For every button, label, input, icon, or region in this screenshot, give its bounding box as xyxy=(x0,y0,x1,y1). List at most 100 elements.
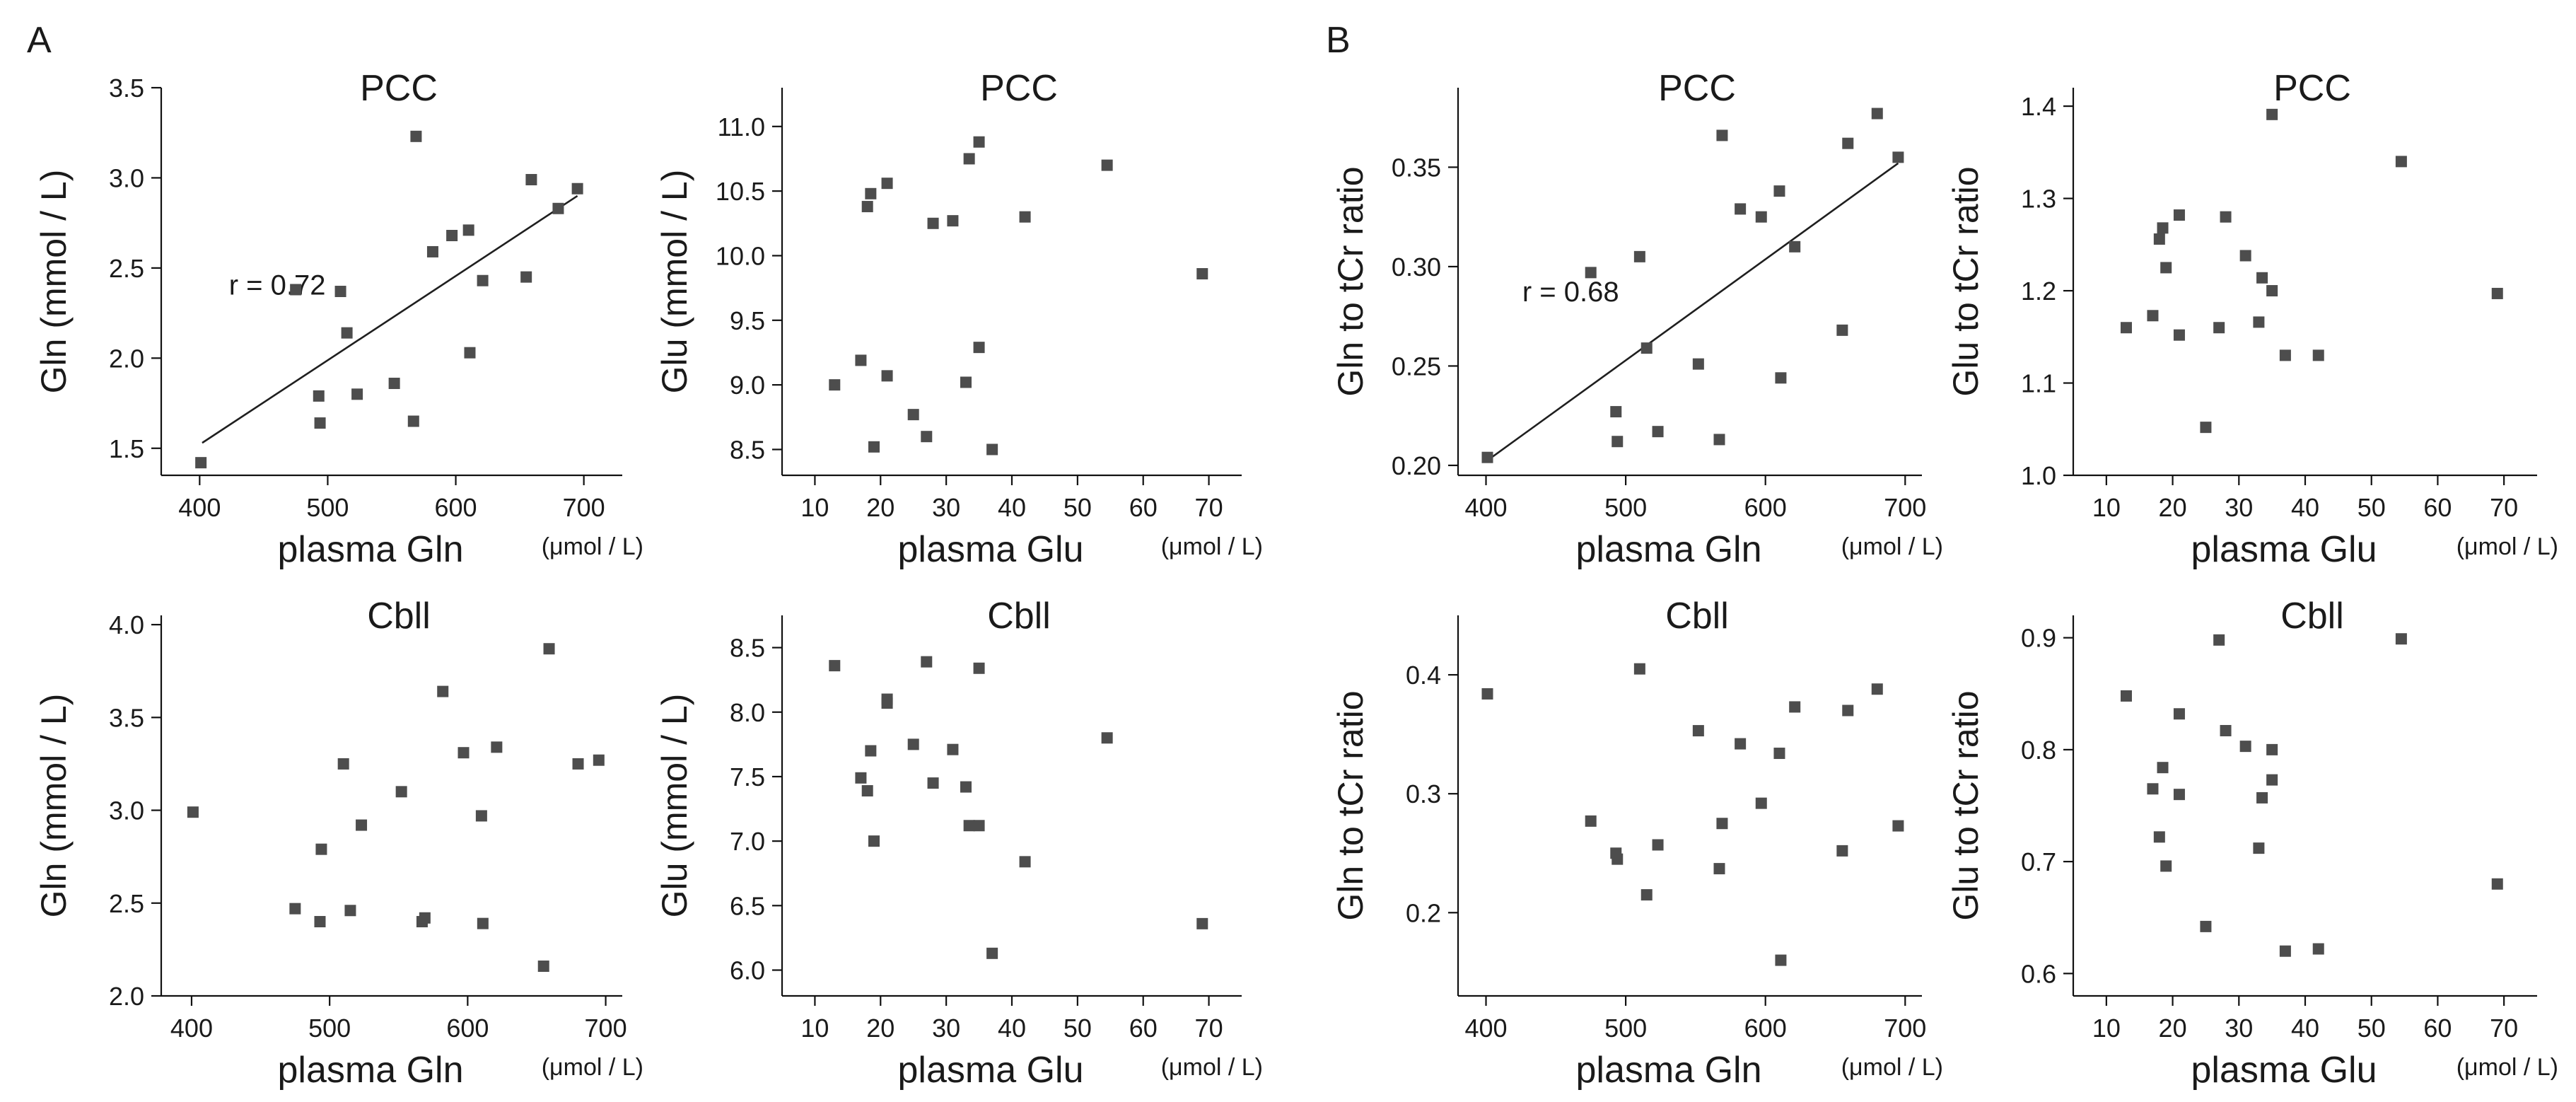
data-point xyxy=(341,327,353,339)
data-point xyxy=(314,417,326,429)
x-tick-label: 20 xyxy=(866,1014,894,1043)
data-point xyxy=(986,947,998,959)
y-tick-label: 11.0 xyxy=(718,112,765,141)
data-point xyxy=(475,810,487,822)
data-point xyxy=(1789,701,1801,713)
data-point xyxy=(2173,329,2185,341)
x-tick-label: 700 xyxy=(563,493,605,522)
y-tick-label: 0.8 xyxy=(2021,736,2056,765)
data-point xyxy=(2312,943,2324,955)
x-tick-label: 10 xyxy=(800,493,829,522)
x-tick-label: 60 xyxy=(2423,1014,2452,1043)
y-axis-label: Glu (mmol / L) xyxy=(655,170,694,394)
data-point xyxy=(2220,211,2232,223)
chart-title: Cbll xyxy=(1665,596,1729,637)
y-axis-label: Glu (mmol / L) xyxy=(655,694,694,918)
x-tick-label: 10 xyxy=(800,1014,829,1043)
data-point xyxy=(462,224,474,236)
data-point xyxy=(921,656,933,668)
data-point xyxy=(2279,945,2291,957)
data-point xyxy=(1585,267,1597,279)
chart-title: PCC xyxy=(980,68,1058,109)
data-point xyxy=(2147,310,2159,322)
x-tick-label: 500 xyxy=(1604,1014,1647,1043)
x-tick-label: 40 xyxy=(2291,1014,2319,1043)
data-point xyxy=(2147,783,2159,795)
x-axis-label: plasma Glu xyxy=(2191,1050,2377,1091)
data-point xyxy=(2279,349,2291,361)
x-tick-label: 60 xyxy=(1129,1014,1158,1043)
data-point xyxy=(1633,250,1645,262)
data-point xyxy=(426,245,438,257)
data-point xyxy=(571,182,583,195)
data-point xyxy=(1612,853,1624,865)
x-unit-label: (μmol / L) xyxy=(1841,1054,1943,1081)
regression-line xyxy=(1488,162,1899,460)
x-tick-label: 40 xyxy=(2291,493,2319,522)
data-point xyxy=(2153,831,2165,843)
data-point xyxy=(572,758,584,770)
y-tick-label: 2.0 xyxy=(109,344,144,373)
data-point xyxy=(1842,137,1854,149)
x-axis-label: plasma Gln xyxy=(278,529,464,570)
x-tick-label: 30 xyxy=(932,1014,960,1043)
data-point xyxy=(520,271,532,283)
data-point xyxy=(2266,108,2278,120)
data-point xyxy=(2239,250,2251,262)
data-point xyxy=(1755,797,1767,809)
x-tick-label: 30 xyxy=(2225,1014,2253,1043)
data-point xyxy=(2253,842,2265,854)
x-tick-label: 400 xyxy=(178,493,221,522)
data-point xyxy=(2239,741,2251,753)
data-point xyxy=(1692,358,1704,370)
data-point xyxy=(963,153,975,165)
y-tick-label: 1.4 xyxy=(2021,92,2056,121)
y-tick-label: 0.2 xyxy=(1406,898,1441,927)
data-point xyxy=(1481,451,1493,463)
data-point xyxy=(2491,878,2503,890)
x-tick-label: 700 xyxy=(1884,493,1926,522)
data-point xyxy=(2213,322,2225,334)
data-point xyxy=(973,342,985,354)
correlation-annotation: r = 0.72 xyxy=(229,269,326,301)
x-tick-label: 700 xyxy=(585,1014,627,1043)
y-tick-label: 8.0 xyxy=(730,698,765,727)
chart-b-cbll-glu: 10 20 30 40 50 60 70 0.6 0.7 0.8 0.9 Cbll plasma Glu… xyxy=(1946,596,2558,1091)
data-point xyxy=(351,388,363,400)
data-point xyxy=(290,284,302,296)
data-point xyxy=(1716,818,1728,830)
x-unit-label: (μmol / L) xyxy=(1161,1054,1263,1081)
data-point xyxy=(1735,738,1747,750)
data-point xyxy=(2173,789,2185,801)
data-point xyxy=(865,745,877,757)
y-tick-label: 9.5 xyxy=(730,306,765,335)
data-point xyxy=(437,685,449,697)
chart-b-cbll-gln: 400 500 600 700 0.2 0.3 0.4 Cbll plasma Gln (μmol… xyxy=(1331,596,1943,1091)
x-tick-label: 700 xyxy=(1884,1014,1926,1043)
y-tick-label: 3.5 xyxy=(109,703,144,732)
chart-a-cbll-glu: 10 20 30 40 50 60 70 6.0 6.5 7.0 7.5 8.0 8.5 Cbll plas… xyxy=(655,596,1263,1091)
y-axis-label: Glu to tCr ratio xyxy=(1946,690,1986,920)
x-tick-label: 50 xyxy=(1063,493,1092,522)
scatter-plot-grid: 400 500 600 700 1.5 2.0 2.5 3.0 3.5 PCC plasma Gln… xyxy=(34,68,2558,1091)
y-tick-label: 0.7 xyxy=(2021,847,2056,876)
data-point xyxy=(861,201,873,213)
y-tick-label: 3.5 xyxy=(109,74,144,103)
chart-b-pcc-gln: 400 500 600 700 0.20 0.25 0.30 0.35 PCC plasma Gl… xyxy=(1331,68,1943,570)
data-point xyxy=(1842,704,1854,717)
y-tick-label: 8.5 xyxy=(730,634,765,663)
data-point xyxy=(187,806,199,818)
data-point xyxy=(865,187,877,199)
data-point xyxy=(2253,316,2265,328)
data-point xyxy=(2120,322,2132,334)
chart-a-pcc-gln: 400 500 600 700 1.5 2.0 2.5 3.0 3.5 PCC plasma Gln… xyxy=(34,68,643,570)
data-point xyxy=(2220,724,2232,736)
data-point xyxy=(543,643,555,655)
x-tick-label: 400 xyxy=(1464,493,1507,522)
x-tick-label: 50 xyxy=(1063,1014,1092,1043)
data-point xyxy=(973,136,985,148)
x-tick-label: 500 xyxy=(308,1014,351,1043)
data-point xyxy=(1735,203,1747,215)
chart-b-pcc-glu: 10 20 30 40 50 60 70 1.0 1.1 1.2 1.3 1.4 PCC plasma G… xyxy=(1946,68,2558,570)
data-point xyxy=(407,415,419,427)
